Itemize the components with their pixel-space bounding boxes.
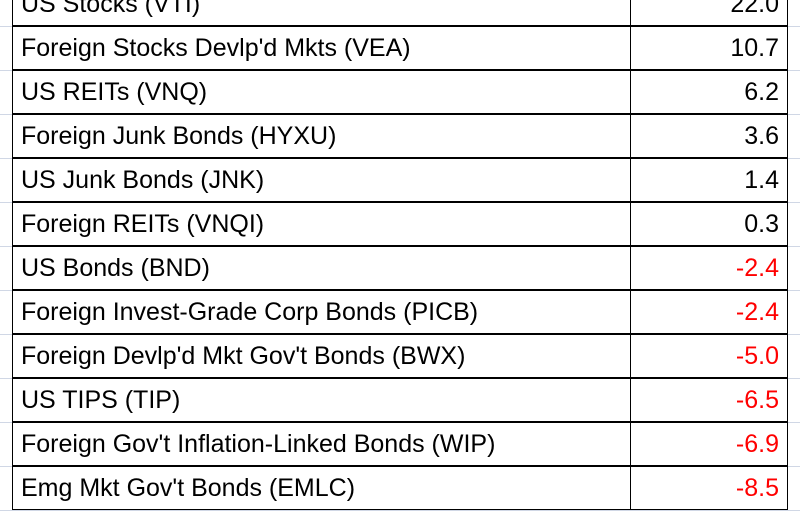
return-cell[interactable]: -8.5 xyxy=(630,466,788,510)
fund-name-cell[interactable]: US Stocks (VTI) xyxy=(12,0,631,26)
return-cell[interactable]: 3.6 xyxy=(630,114,788,158)
fund-name-cell[interactable]: Foreign REITs (VNQI) xyxy=(12,202,631,246)
return-cell[interactable]: 10.7 xyxy=(630,26,788,70)
fund-name-cell[interactable]: Foreign Gov't Inflation-Linked Bonds (WI… xyxy=(12,422,631,466)
fund-name-cell[interactable]: US TIPS (TIP) xyxy=(12,378,631,422)
return-cell[interactable]: 6.2 xyxy=(630,70,788,114)
return-cell[interactable]: -5.0 xyxy=(630,334,788,378)
fund-name-cell[interactable]: Foreign Devlp'd Mkt Gov't Bonds (BWX) xyxy=(12,334,631,378)
fund-name-cell[interactable]: Foreign Junk Bonds (HYXU) xyxy=(12,114,631,158)
return-cell[interactable]: 1.4 xyxy=(630,158,788,202)
fund-name-cell[interactable]: US Junk Bonds (JNK) xyxy=(12,158,631,202)
fund-name-cell[interactable]: Emg Mkt Gov't Bonds (EMLC) xyxy=(12,466,631,510)
fund-name-cell[interactable]: US REITs (VNQ) xyxy=(12,70,631,114)
return-cell[interactable]: -6.5 xyxy=(630,378,788,422)
return-cell[interactable]: -2.4 xyxy=(630,246,788,290)
return-cell[interactable]: -2.4 xyxy=(630,290,788,334)
fund-name-cell[interactable]: Foreign Invest-Grade Corp Bonds (PICB) xyxy=(12,290,631,334)
fund-name-cell[interactable]: US Bonds (BND) xyxy=(12,246,631,290)
return-cell[interactable]: 22.0 xyxy=(630,0,788,26)
fund-name-cell[interactable]: Foreign Stocks Devlp'd Mkts (VEA) xyxy=(12,26,631,70)
return-cell[interactable]: -6.9 xyxy=(630,422,788,466)
return-cell[interactable]: 0.3 xyxy=(630,202,788,246)
